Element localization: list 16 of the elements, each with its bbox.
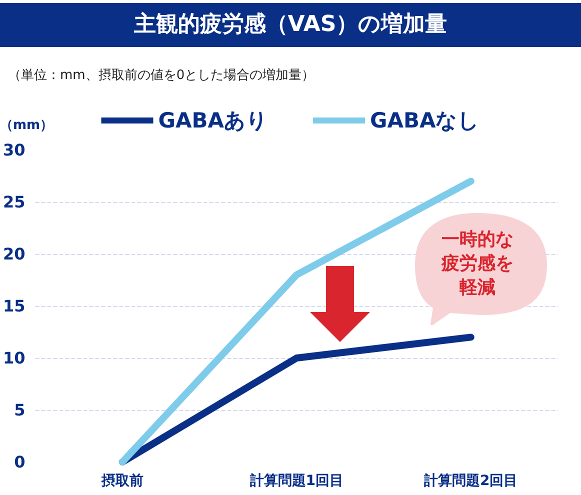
y-tick-label: 20 [3,244,26,264]
y-tick-label: 0 [14,452,26,472]
annotation: 一時的な疲労感を軽減 [440,228,514,300]
x-tick-label: 計算問題2回目 [423,473,518,489]
y-tick-label: 30 [3,140,26,160]
y-axis-title: （mm） [0,117,54,134]
y-tick-label: 5 [14,400,26,420]
legend-label: GABAなし [370,108,480,132]
chart-subtitle: （単位：mm、摂取前の値を0とした場合の増加量） [8,66,315,84]
y-tick-label: 10 [3,348,26,368]
y-tick-label: 15 [3,296,26,316]
x-tick-label: 計算問題1回目 [248,473,344,489]
chart-title: 主観的疲労感（VAS）の増加量 [0,3,581,47]
legend-label: GABAあり [158,108,268,132]
x-tick-label: 摂取前 [100,473,144,489]
y-tick-label: 25 [3,192,26,212]
